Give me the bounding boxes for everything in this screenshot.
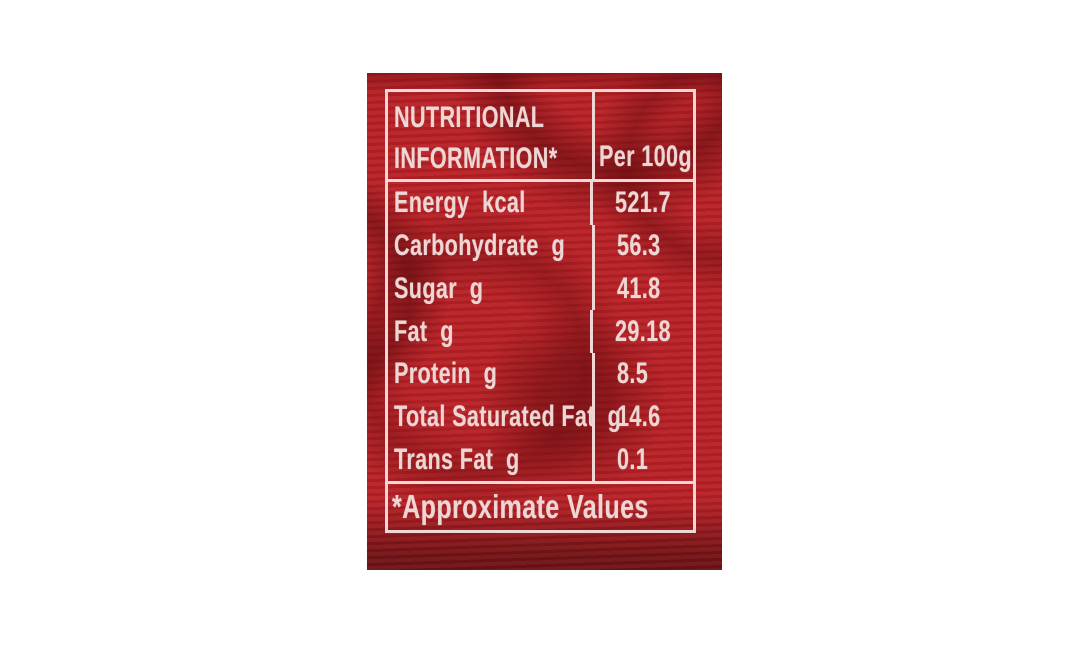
nutrient-value-cell: 41.8 (595, 267, 693, 310)
nutrient-label-cell: Trans Fat g (388, 438, 595, 482)
nutrient-label: Trans Fat g (394, 442, 520, 476)
nutrient-value: 29.18 (615, 314, 672, 348)
table-title-cell: NUTRITIONAL INFORMATION* (388, 92, 595, 179)
table-row-sugar: Sugar g 41.8 (388, 267, 693, 311)
nutrient-value-cell: 8.5 (595, 353, 693, 396)
per-100g-label: Per 100g (599, 140, 692, 173)
nutrient-value: 8.5 (617, 357, 649, 391)
nutrient-value: 56.3 (617, 229, 661, 263)
table-row-saturated-fat: Total Saturated Fat g 14.6 (388, 395, 693, 439)
nutrient-label-cell: Energy kcal (388, 182, 594, 225)
nutrient-label: Sugar g (394, 271, 484, 305)
table-body: Energy kcal 521.7 Carbohydrate g 56.3 Su… (388, 182, 693, 482)
approximate-values-note: *Approximate Values (392, 488, 649, 525)
nutrient-label-cell: Fat g (388, 310, 594, 353)
nutrient-label: Protein g (394, 357, 498, 391)
nutrient-value-cell: 14.6 (595, 396, 693, 439)
nutrient-label: Total Saturated Fat g (394, 399, 622, 433)
nutrition-label-panel: NUTRITIONAL INFORMATION* Per 100g Energy… (367, 73, 722, 570)
per-100g-header-cell: Per 100g (595, 92, 728, 179)
nutrient-value: 14.6 (617, 399, 661, 433)
nutrient-label: Fat g (394, 314, 454, 348)
nutrient-value: 0.1 (617, 442, 649, 476)
table-row-trans-fat: Trans Fat g 0.1 (388, 438, 693, 482)
nutrient-value: 521.7 (615, 186, 672, 220)
nutrient-label-cell: Total Saturated Fat g (388, 395, 621, 439)
table-header-row: NUTRITIONAL INFORMATION* Per 100g (388, 92, 693, 182)
table-title-line2: INFORMATION* (394, 142, 558, 175)
table-footer-row: *Approximate Values (388, 481, 693, 530)
nutrient-label-cell: Carbohydrate g (388, 224, 595, 268)
nutrition-table: NUTRITIONAL INFORMATION* Per 100g Energy… (385, 89, 696, 533)
table-title-line1: NUTRITIONAL (394, 101, 545, 134)
table-row-fat: Fat g 29.18 (388, 310, 693, 353)
nutrient-label: Carbohydrate g (394, 229, 566, 263)
nutrient-value-cell: 56.3 (595, 225, 693, 268)
nutrient-value-cell: 29.18 (593, 310, 693, 353)
table-row-energy: Energy kcal 521.7 (388, 182, 693, 225)
nutrient-value-cell: 521.7 (593, 182, 693, 225)
nutrient-label-cell: Sugar g (388, 267, 595, 311)
nutrient-value-cell: 0.1 (595, 438, 693, 481)
table-row-carbohydrate: Carbohydrate g 56.3 (388, 224, 693, 268)
table-row-protein: Protein g 8.5 (388, 352, 693, 396)
nutrient-label: Energy kcal (394, 186, 526, 220)
nutrient-label-cell: Protein g (388, 352, 595, 396)
nutrient-value: 41.8 (617, 271, 661, 305)
